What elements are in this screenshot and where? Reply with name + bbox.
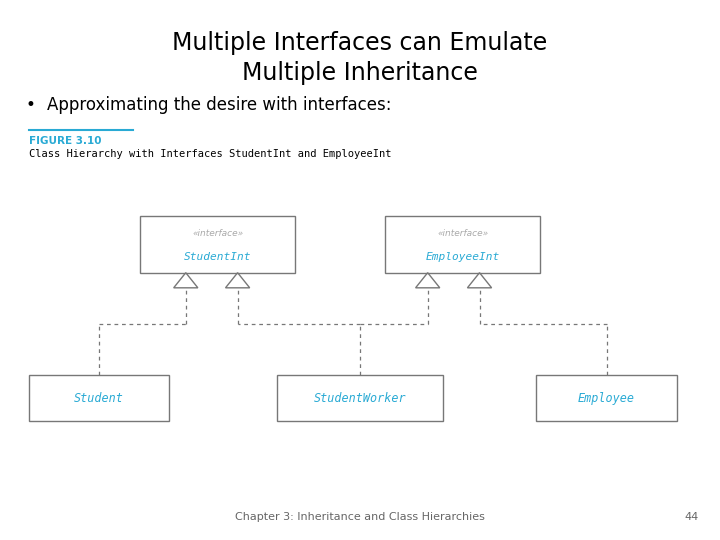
Bar — [140, 216, 295, 273]
Text: Student: Student — [74, 392, 124, 405]
Text: 44: 44 — [684, 512, 698, 522]
Bar — [385, 216, 540, 273]
Bar — [277, 375, 443, 421]
Text: Approximating the desire with interfaces:: Approximating the desire with interfaces… — [47, 96, 391, 114]
Text: Employee: Employee — [578, 392, 635, 405]
Text: •: • — [25, 96, 35, 114]
Text: FIGURE 3.10: FIGURE 3.10 — [29, 137, 102, 146]
Text: EmployeeInt: EmployeeInt — [426, 252, 500, 262]
Text: Multiple Inheritance: Multiple Inheritance — [242, 61, 478, 85]
Text: Chapter 3: Inheritance and Class Hierarchies: Chapter 3: Inheritance and Class Hierarc… — [235, 512, 485, 522]
Text: «interface»: «interface» — [192, 228, 243, 238]
Bar — [29, 375, 169, 421]
Text: «interface»: «interface» — [437, 228, 488, 238]
Bar — [536, 375, 677, 421]
Text: Class Hierarchy with Interfaces StudentInt and EmployeeInt: Class Hierarchy with Interfaces StudentI… — [29, 150, 391, 159]
Text: StudentInt: StudentInt — [184, 252, 251, 262]
Text: Multiple Interfaces can Emulate: Multiple Interfaces can Emulate — [172, 31, 548, 55]
Text: StudentWorker: StudentWorker — [314, 392, 406, 405]
